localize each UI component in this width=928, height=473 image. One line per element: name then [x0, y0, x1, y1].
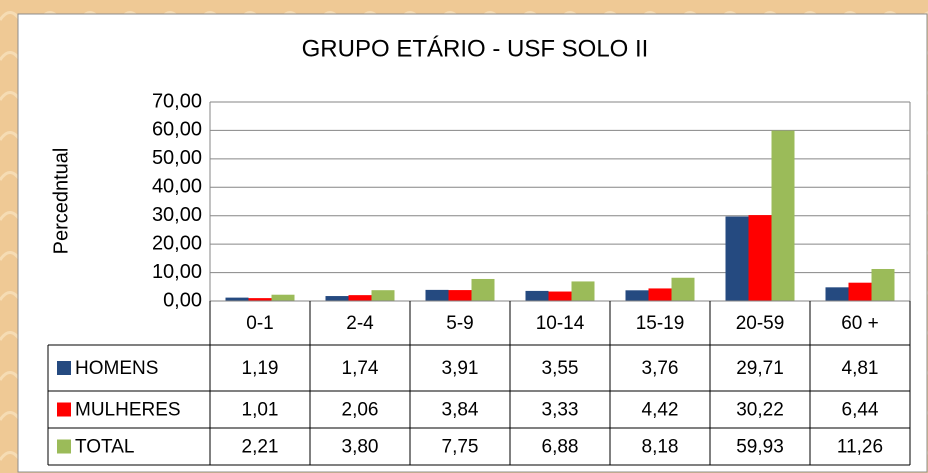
table-value: 8,18 [642, 437, 679, 458]
bar [548, 291, 572, 301]
table-value: 4,42 [642, 400, 679, 421]
bar [571, 281, 595, 301]
y-tick-label: 20,00 [152, 232, 202, 254]
x-tick-label: 10-14 [536, 313, 585, 334]
bar [648, 288, 672, 301]
y-tick-label: 40,00 [152, 176, 202, 198]
bar [448, 290, 472, 301]
bar [425, 289, 449, 301]
bar [625, 290, 649, 301]
bar [325, 296, 349, 301]
bar [525, 290, 549, 301]
legend-label: MULHERES [75, 400, 181, 421]
x-tick-label: 20-59 [736, 313, 785, 334]
table-value: 3,91 [442, 358, 479, 379]
bar [225, 297, 249, 301]
table-value: 3,55 [542, 358, 579, 379]
table-value: 1,19 [242, 358, 279, 379]
y-tick-label: 50,00 [152, 147, 202, 169]
table-value: 6,88 [542, 437, 579, 458]
bar [871, 268, 895, 301]
table-value: 2,06 [342, 400, 379, 421]
chart-title: GRUPO ETÁRIO - USF SOLO II [302, 35, 649, 62]
y-tick-label: 10,00 [152, 261, 202, 283]
table-value: 11,26 [837, 437, 883, 458]
legend-key [57, 402, 71, 417]
bar [725, 216, 749, 301]
bar [771, 130, 795, 301]
table-value: 2,21 [242, 437, 279, 458]
bar [371, 290, 395, 301]
bar [348, 295, 372, 301]
table-value: 1,01 [242, 400, 279, 421]
y-tick-label: 30,00 [152, 204, 202, 226]
table-value: 3,33 [542, 400, 579, 421]
table-value: 4,81 [842, 358, 879, 379]
bar [271, 294, 295, 301]
x-tick-label: 60 + [841, 313, 879, 334]
bar [748, 215, 772, 301]
table-value: 30,22 [736, 400, 784, 421]
table-value: 59,93 [736, 437, 784, 458]
x-tick-label: 2-4 [346, 313, 374, 334]
table-value: 3,76 [642, 358, 679, 379]
table-value: 3,80 [342, 437, 379, 458]
table-value: 1,74 [342, 358, 379, 379]
legend-label: TOTAL [75, 437, 134, 458]
y-axis-label: Percedntual [50, 148, 72, 255]
y-tick-label: 60,00 [152, 119, 202, 141]
bar [671, 277, 695, 301]
bar [848, 282, 872, 301]
table-value: 3,84 [442, 400, 479, 421]
bar [471, 278, 495, 301]
x-tick-label: 5-9 [446, 313, 473, 334]
x-tick-label: 15-19 [636, 313, 685, 334]
y-tick-label: 0,00 [163, 289, 202, 311]
legend-label: HOMENS [75, 358, 158, 379]
table-value: 7,75 [442, 437, 479, 458]
table-value: 6,44 [842, 400, 879, 421]
table-value: 29,71 [736, 358, 784, 379]
bar [248, 298, 272, 301]
legend-key [57, 361, 71, 375]
x-tick-label: 0-1 [246, 313, 273, 334]
bar [825, 287, 849, 301]
y-tick-label: 70,00 [152, 90, 202, 112]
legend-key [57, 439, 71, 454]
